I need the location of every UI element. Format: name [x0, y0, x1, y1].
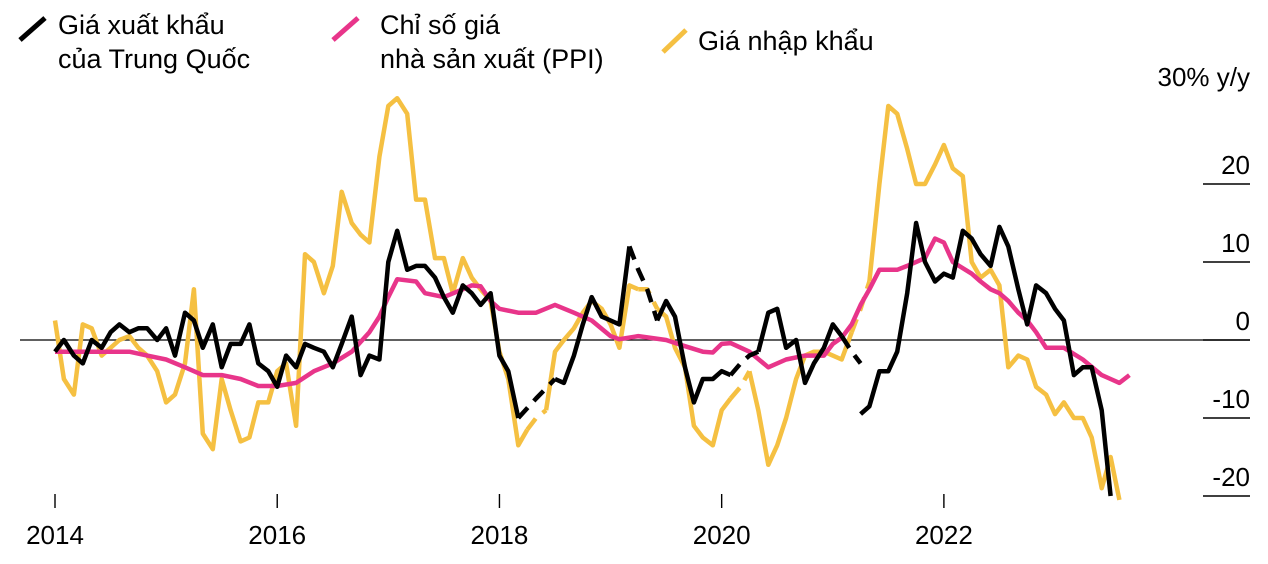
legend-item-import: Giá nhập khẩu: [661, 26, 874, 56]
series-line-ppi-solid-0: [55, 236, 1131, 389]
series-line-export-solid-6: [756, 306, 844, 386]
series-import: [52, 95, 1122, 501]
series-line-export-dashed-7: [839, 334, 863, 365]
legend-swatch-ppi: [331, 16, 360, 42]
series-export: [53, 220, 1113, 497]
legend-swatch-import: [661, 28, 688, 54]
x-axis: 2014 2016 2018 2020 2022: [26, 494, 973, 550]
legend-swatch-export: [18, 16, 47, 42]
series-line-import-solid-4: [655, 307, 733, 448]
series-line-import-solid-2: [543, 283, 640, 411]
y-tick-label-10: 10: [1221, 228, 1250, 258]
legend: Giá xuất khẩu của Trung Quốc Chỉ số giá …: [18, 10, 874, 74]
x-tick-label-2020: 2020: [693, 520, 751, 550]
y-axis: 20 10 0 -10 -20: [20, 150, 1250, 497]
legend-label-ppi-line1: Chỉ số giá: [380, 10, 501, 40]
series-line-import-dashed-1: [525, 408, 548, 432]
y-tick-label-20: 20: [1221, 150, 1250, 180]
legend-item-ppi: Chỉ số giá nhà sản xuất (PPI): [331, 10, 604, 74]
legend-label-import: Giá nhập khẩu: [698, 26, 874, 56]
series-line-import-solid-8: [867, 103, 1122, 501]
y-tick-label-0: 0: [1236, 306, 1250, 336]
legend-label-ppi-line2: nhà sản xuất (PPI): [380, 44, 604, 74]
series-layer: [52, 95, 1131, 501]
x-tick-label-2014: 2014: [26, 520, 84, 550]
series-line-import-dashed-5: [728, 370, 752, 400]
y-tick-label--10: -10: [1212, 384, 1250, 414]
series-line-export-solid-8: [859, 220, 1113, 497]
series-line-export-dashed-1: [516, 377, 557, 420]
x-tick-label-2022: 2022: [915, 520, 973, 550]
series-ppi: [55, 236, 1131, 389]
series-line-export-dashed-5: [728, 349, 760, 377]
legend-label-export-line2: của Trung Quốc: [58, 44, 250, 74]
series-line-import-solid-0: [52, 95, 530, 452]
y-axis-unit-label: 30% y/y: [1158, 62, 1251, 92]
y-tick-label--20: -20: [1212, 462, 1250, 492]
series-line-export-solid-2: [554, 246, 632, 386]
x-tick-label-2016: 2016: [248, 520, 306, 550]
x-tick-label-2018: 2018: [471, 520, 529, 550]
legend-item-export: Giá xuất khẩu của Trung Quốc: [18, 10, 250, 74]
legend-label-export-line1: Giá xuất khẩu: [58, 10, 225, 40]
series-line-export-solid-0: [53, 228, 521, 419]
series-line-export-dashed-3: [627, 245, 660, 322]
series-line-export-solid-4: [655, 298, 732, 405]
